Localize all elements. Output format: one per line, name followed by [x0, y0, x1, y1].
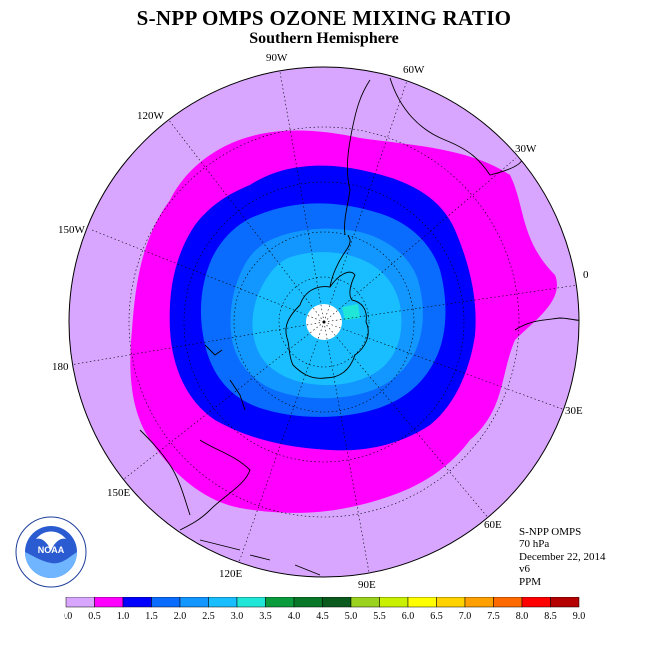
map-title: S-NPP OMPS OZONE MIXING RATIO	[136, 6, 512, 30]
colorbar-tick-label: 9.0	[573, 611, 586, 622]
lon-label-150w: 150W	[58, 224, 86, 236]
lon-label-150e: 150E	[107, 487, 131, 499]
colorbar-swatch	[464, 597, 494, 608]
south-pole-dot	[322, 320, 326, 324]
colorbar-tick-label: 5.0	[345, 611, 358, 622]
colorbar-tick-label: 0.0	[64, 611, 72, 622]
colorbar-swatch	[493, 597, 523, 608]
australia-coast	[139, 429, 251, 531]
colorbar-tick-label: 0.5	[88, 611, 101, 622]
noaa-logo-text: NOAA	[38, 545, 65, 555]
lon-label-0: 0	[583, 269, 589, 281]
colorbar-tick-label: 3.0	[231, 611, 244, 622]
info-instrument: S-NPP OMPS	[519, 526, 582, 538]
colorbar-tick-label: 1.5	[145, 611, 158, 622]
colorbar-tick-label: 3.5	[259, 611, 272, 622]
antarctic-peninsula	[329, 235, 351, 288]
contour-3-5	[342, 304, 360, 320]
colorbar-swatch	[293, 597, 323, 608]
graticule	[69, 71, 579, 577]
lon-label-60w: 60W	[403, 64, 425, 76]
colorbar-swatch	[379, 597, 409, 608]
lon-label-30w: 30W	[515, 143, 537, 155]
info-block: S-NPP OMPS 70 hPa December 22, 2014 v6 P…	[519, 526, 605, 588]
colorbar-swatch	[407, 597, 437, 608]
coastlines	[139, 77, 579, 576]
colorbar-tick-label: 5.5	[373, 611, 386, 622]
colorbar-tick-label: 6.0	[402, 611, 415, 622]
map-disk	[69, 67, 579, 577]
colorbar-tick-label: 4.5	[316, 611, 329, 622]
colorbar-swatch	[151, 597, 181, 608]
colorbar-tick-label: 2.5	[202, 611, 215, 622]
info-date: December 22, 2014	[519, 550, 606, 563]
lon-label-90w: 90W	[266, 52, 288, 64]
info-units: PPM	[519, 575, 542, 588]
colorbar-tick-label: 6.5	[430, 611, 443, 622]
colorbar-swatch	[122, 597, 152, 608]
colorbar-swatch	[65, 597, 95, 608]
colorbar-tick-label: 1.0	[117, 611, 130, 622]
lon-label-90e: 90E	[358, 579, 376, 591]
colorbar-swatch	[208, 597, 238, 608]
colorbar-swatch	[236, 597, 266, 608]
colorbar-swatch	[521, 597, 551, 608]
colorbar-swatch	[94, 597, 124, 608]
colorbar-swatch	[265, 597, 295, 608]
africa-coast	[514, 317, 579, 331]
lon-label-60e: 60E	[484, 519, 502, 531]
lon-label-180: 180	[52, 361, 69, 373]
colorbar-swatch	[322, 597, 352, 608]
colorbar-tick-label: 4.0	[288, 611, 301, 622]
map-subtitle: Southern Hemisphere	[249, 30, 399, 47]
info-version: v6	[519, 563, 530, 576]
antarctica-coast	[285, 271, 369, 379]
lon-label-120w: 120W	[137, 110, 165, 122]
map-border	[68, 66, 580, 578]
colorbar-swatch	[179, 597, 209, 608]
colorbar-tick-label: 8.0	[516, 611, 529, 622]
colorbar-tick-label: 2.0	[174, 611, 187, 622]
colorbar-swatch	[550, 597, 580, 608]
colorbar-labels: 0.0 0.5 1.0 1.5 2.0 2.5 3.0 3.5 4.0 4.5 5.0 5.5 6.0 6…	[64, 611, 585, 622]
colorbar-swatches	[65, 597, 580, 608]
colorbar-tick-label: 7.0	[459, 611, 472, 622]
indonesia-coast	[199, 539, 321, 576]
noaa-logo: NOAA	[15, 516, 87, 588]
colorbar: 0.0 0.5 1.0 1.5 2.0 2.5 3.0 3.5 4.0 4.5 5.0 5.5 6.0 6…	[64, 597, 585, 622]
info-level: 70 hPa	[519, 538, 550, 551]
lon-label-30e: 30E	[565, 405, 583, 417]
south-america-coast	[344, 77, 523, 236]
new-zealand-coast	[204, 344, 246, 411]
colorbar-tick-label: 8.5	[544, 611, 557, 622]
colorbar-tick-label: 7.5	[487, 611, 500, 622]
lon-label-120e: 120E	[219, 568, 243, 580]
colorbar-swatch	[350, 597, 380, 608]
colorbar-swatch	[436, 597, 466, 608]
